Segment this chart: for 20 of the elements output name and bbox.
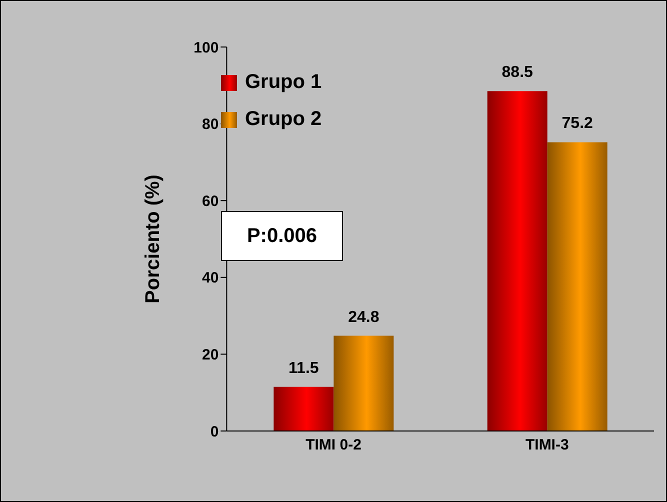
data-label: 88.5: [502, 64, 534, 82]
data-label: 75.2: [562, 115, 594, 132]
data-label: 24.8: [348, 308, 380, 326]
y-axis-title: Porciento (%): [142, 174, 164, 304]
bar: [334, 336, 394, 431]
x-tick-label: TIMI-3: [525, 436, 569, 454]
annotation: P:0.006: [221, 211, 343, 261]
y-tick-label: 40: [202, 270, 219, 287]
legend-label: Grupo 2: [245, 108, 322, 131]
y-tick-label: 20: [202, 346, 219, 364]
y-tick-label: 100: [194, 39, 219, 56]
legend-label: Grupo 1: [245, 71, 322, 94]
y-tick-label: 80: [202, 116, 219, 134]
y-tick-label: 0: [210, 423, 219, 440]
bar: [274, 386, 334, 431]
data-label: 11.5: [288, 360, 319, 377]
bar: [487, 91, 548, 431]
x-tick-label: TIMI 0-2: [306, 436, 362, 454]
bar: [547, 142, 608, 431]
y-tick-label: 60: [202, 192, 219, 210]
